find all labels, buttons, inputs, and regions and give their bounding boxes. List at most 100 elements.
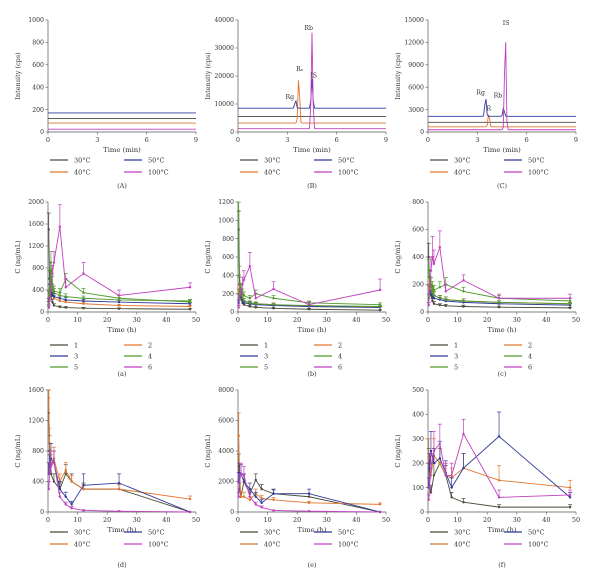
- data-point: [307, 303, 311, 306]
- data-point: [431, 255, 434, 259]
- data-point: [70, 503, 73, 506]
- data-point: [428, 486, 431, 489]
- data-point: [47, 306, 50, 309]
- y-tick-label: 800: [32, 265, 44, 272]
- data-point: [82, 509, 85, 512]
- series-line: [238, 473, 381, 513]
- legend-label: 6: [148, 364, 152, 372]
- x-axis-label: Time (h): [487, 326, 516, 334]
- y-tick-label: 1200: [218, 199, 234, 206]
- legend-label: 6: [528, 364, 532, 372]
- data-point: [444, 304, 447, 308]
- data-point: [272, 492, 275, 495]
- data-point: [64, 286, 67, 289]
- y-tick-label: 600: [222, 254, 234, 261]
- data-point: [307, 492, 311, 495]
- data-point: [307, 510, 311, 513]
- data-point: [272, 307, 275, 310]
- y-tick-label: 200: [32, 107, 44, 114]
- x-tick-label: 40: [162, 516, 170, 524]
- x-axis-label: Time (min): [103, 146, 141, 154]
- data-point: [82, 306, 85, 310]
- data-point: [52, 261, 56, 264]
- data-point: [272, 498, 275, 501]
- data-point: [378, 303, 382, 306]
- y-tick-label: 10000: [214, 101, 234, 108]
- y-axis-label: C (ng/mL): [204, 240, 212, 274]
- x-tick-label: 0: [46, 136, 50, 144]
- y-tick-label: 400: [32, 479, 44, 486]
- series-line: [428, 435, 571, 498]
- y-tick-label: 4000: [218, 448, 234, 455]
- chromatogram-trace: [238, 78, 386, 109]
- data-point: [58, 225, 62, 228]
- data-point: [117, 300, 121, 304]
- y-tick-label: 6000: [218, 418, 234, 425]
- chart-panel-e: 0 10 20 30 40 50 0 2000 4000 6000 8000 Time (h) C (n…: [204, 387, 390, 569]
- data-point: [378, 305, 382, 308]
- y-tick-label: 15000: [404, 17, 424, 24]
- data-point: [254, 297, 257, 300]
- legend-label: 1: [264, 342, 268, 350]
- chromatogram-trace: [428, 98, 576, 117]
- x-tick-label: 0: [236, 136, 240, 144]
- x-tick-label: 30: [323, 316, 331, 324]
- data-point: [82, 302, 85, 305]
- y-tick-label: 800: [32, 40, 44, 47]
- data-point: [64, 306, 67, 309]
- x-tick-label: 10: [73, 316, 81, 324]
- data-point: [432, 449, 436, 453]
- legend-label: 3: [264, 353, 268, 361]
- data-point: [238, 297, 241, 300]
- data-point: [58, 291, 62, 294]
- legend-label: 4: [338, 353, 342, 361]
- y-tick-label: 400: [412, 254, 424, 261]
- x-tick-label: 0: [46, 516, 50, 524]
- data-point: [51, 272, 54, 275]
- data-point: [438, 303, 442, 307]
- data-point: [429, 449, 433, 453]
- legend-label: 1: [74, 342, 78, 350]
- data-point: [239, 495, 243, 498]
- data-point: [58, 297, 62, 300]
- data-point: [497, 301, 501, 304]
- data-point: [427, 303, 430, 307]
- data-point: [117, 298, 121, 302]
- x-tick-label: 9: [574, 136, 578, 144]
- x-tick-label: 50: [382, 316, 390, 324]
- x-axis-label: Time (h): [107, 326, 136, 334]
- y-axis-label: Intensity (cps): [204, 52, 212, 100]
- peak-label: R: [487, 105, 492, 112]
- data-point: [429, 466, 433, 470]
- y-tick-label: 800: [32, 448, 44, 455]
- data-point: [568, 306, 572, 310]
- series-line: [238, 466, 381, 513]
- x-axis-label: Time (h): [107, 526, 136, 534]
- data-point: [254, 495, 257, 498]
- data-point: [254, 306, 257, 309]
- series-line: [48, 226, 191, 308]
- data-point: [497, 305, 501, 309]
- data-point: [428, 290, 431, 293]
- data-point: [64, 300, 67, 304]
- y-axis-label: Intensity (cps): [394, 52, 402, 100]
- data-point: [188, 497, 192, 501]
- data-point: [49, 465, 53, 468]
- y-tick-label: 0: [40, 129, 44, 136]
- chromatogram-trace: [238, 32, 386, 130]
- legend-label: 5: [264, 364, 268, 372]
- panel-label: (c): [498, 370, 507, 378]
- data-point: [117, 487, 121, 491]
- x-tick-label: 0: [426, 516, 430, 524]
- data-point: [117, 307, 121, 310]
- data-point: [432, 297, 436, 300]
- y-tick-label: 20000: [214, 73, 234, 80]
- legend-label: 100°C: [528, 541, 549, 549]
- data-point: [64, 295, 67, 298]
- y-tick-label: 800: [412, 199, 424, 206]
- x-tick-label: 20: [103, 516, 111, 524]
- data-point: [242, 278, 246, 282]
- data-point: [47, 228, 50, 231]
- legend-label: 50°C: [338, 157, 355, 165]
- x-tick-label: 30: [323, 516, 331, 524]
